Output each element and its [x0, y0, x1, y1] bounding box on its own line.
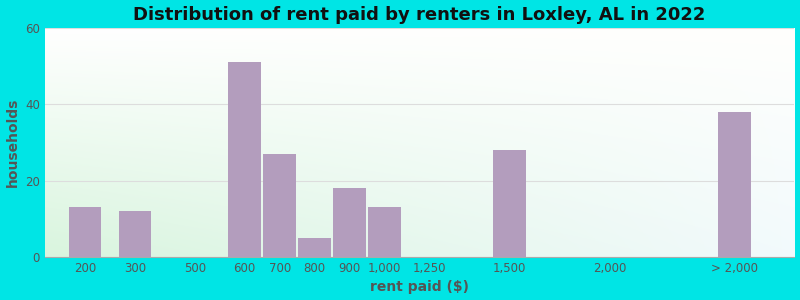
Bar: [263, 154, 296, 257]
Title: Distribution of rent paid by renters in Loxley, AL in 2022: Distribution of rent paid by renters in …: [134, 6, 706, 24]
Bar: [494, 150, 526, 257]
X-axis label: rent paid ($): rent paid ($): [370, 280, 469, 294]
Bar: [334, 188, 366, 257]
Bar: [118, 211, 151, 257]
Bar: [298, 238, 331, 257]
Y-axis label: households: households: [6, 98, 19, 187]
Bar: [718, 112, 750, 257]
Bar: [229, 62, 261, 257]
Bar: [369, 207, 401, 257]
Bar: [69, 207, 101, 257]
